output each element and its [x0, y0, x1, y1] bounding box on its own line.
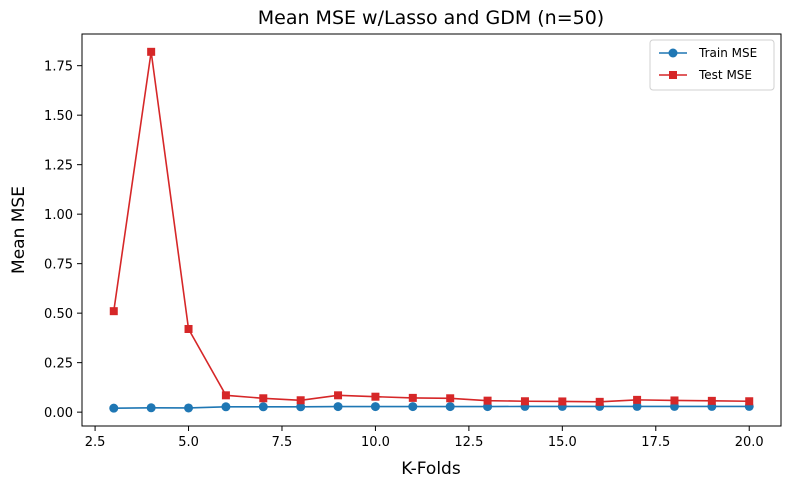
x-tick-label: 20.0 — [735, 435, 764, 450]
plot-frame — [81, 33, 782, 427]
series-layer — [109, 47, 754, 413]
y-tick-label: 0.75 — [44, 258, 73, 273]
test-mse-point — [483, 396, 492, 405]
test-mse-point — [371, 392, 380, 401]
train-mse-point — [184, 403, 194, 413]
test-mse-point — [221, 391, 230, 400]
test-mse-point — [296, 396, 305, 405]
x-axis: 2.5 5.0 7.5 10.0 12.5 15.0 17.5 20.0 — [85, 426, 764, 450]
y-tick-label: 1.25 — [44, 159, 73, 174]
x-tick-label: 7.5 — [272, 435, 293, 450]
train-mse-point — [221, 402, 231, 412]
test-mse-point — [520, 397, 529, 406]
test-mse-point — [259, 394, 268, 403]
test-mse-point — [633, 395, 642, 404]
train-mse-point — [445, 402, 455, 412]
test-mse-point — [707, 396, 716, 405]
plot-area — [81, 33, 782, 427]
y-tick-label: 0.50 — [44, 307, 73, 322]
y-tick-label: 1.00 — [44, 208, 73, 223]
chart-title: Mean MSE w/Lasso and GDM (n=50) — [258, 7, 604, 29]
test-mse-point — [184, 324, 193, 333]
train-mse-point — [370, 402, 380, 412]
train-mse-point — [296, 402, 306, 412]
legend-train-label: Train MSE — [698, 46, 757, 60]
y-axis: 0.00 0.25 0.50 0.75 1.00 1.25 1.50 1.75 — [44, 60, 82, 421]
train-mse-point — [333, 402, 343, 412]
train-mse-point — [632, 401, 642, 411]
x-tick-label: 15.0 — [548, 435, 577, 450]
train-mse-point — [146, 403, 156, 413]
y-tick-label: 0.25 — [44, 357, 73, 372]
x-tick-label: 5.0 — [178, 435, 199, 450]
y-tick-label: 0.00 — [44, 406, 73, 421]
test-mse-point — [595, 397, 604, 406]
test-mse-point — [558, 397, 567, 406]
x-tick-label: 17.5 — [641, 435, 670, 450]
test-mse-point — [670, 396, 679, 405]
legend-train-marker — [668, 48, 678, 58]
legend-test-marker — [669, 71, 677, 79]
train-mse-line — [113, 405, 750, 409]
test-mse-point — [408, 393, 417, 402]
x-tick-label: 2.5 — [85, 435, 106, 450]
test-mse-point — [334, 391, 343, 400]
y-tick-label: 1.75 — [44, 60, 73, 75]
test-mse-point — [446, 394, 455, 403]
test-mse-point — [745, 397, 754, 406]
legend: Train MSE Test MSE — [649, 39, 775, 91]
train-mse-point — [258, 402, 268, 412]
test-mse-line — [112, 51, 750, 403]
train-mse-point — [408, 402, 418, 412]
test-mse-point — [147, 47, 156, 56]
x-axis-title: K-Folds — [401, 459, 461, 479]
legend-test-label: Test MSE — [698, 68, 752, 82]
x-tick-label: 12.5 — [454, 435, 483, 450]
test-mse-point — [109, 307, 118, 316]
y-axis-title: Mean MSE — [9, 186, 29, 274]
train-mse-point — [109, 403, 119, 413]
x-tick-label: 10.0 — [361, 435, 390, 450]
y-tick-label: 1.50 — [44, 109, 73, 124]
